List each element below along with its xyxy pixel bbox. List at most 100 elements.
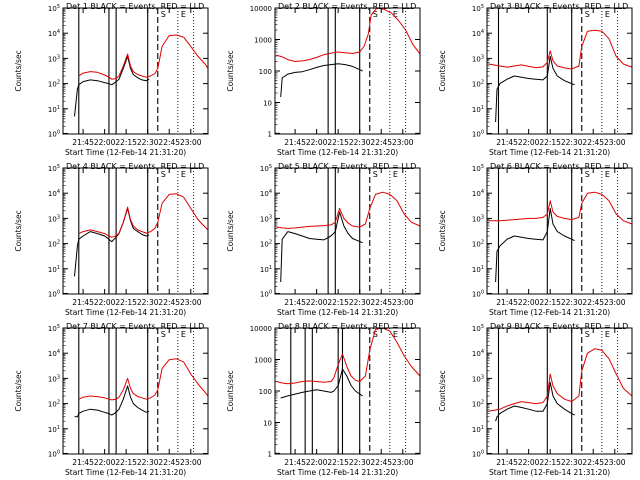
x-tick-label: 22:45	[158, 458, 180, 467]
panel-title: Det 5 BLACK = Events, RED = LLD	[278, 162, 416, 171]
x-tick-label: 23:00	[604, 458, 626, 467]
y-tick-label: 101	[472, 105, 484, 114]
x-tick-label: 23:00	[392, 458, 414, 467]
top-mark-label: E	[393, 10, 398, 19]
plot-frame	[62, 7, 209, 135]
y-tick-label: 100	[48, 449, 60, 458]
x-tick-label: 22:00	[94, 298, 116, 307]
x-tick-label: 21:45	[72, 138, 94, 147]
x-axis-label: Start Time (12-Feb-14 21:31:20)	[489, 148, 610, 157]
y-tick-label: 104	[472, 349, 484, 358]
y-tick-label: 102	[472, 400, 484, 409]
y-axis-label: Counts/sec	[226, 210, 235, 251]
series-line-lld	[488, 29, 633, 70]
y-tick-label: 102	[48, 400, 60, 409]
panel-title: Det 3 BLACK = Events, RED = LLD	[490, 2, 628, 11]
x-tick-label: 22:45	[582, 298, 604, 307]
x-tick-label: 22:45	[582, 138, 604, 147]
top-mark-label: S	[161, 330, 166, 339]
y-tick-label: 104	[472, 189, 484, 198]
x-tick-label: 22:00	[518, 298, 540, 307]
top-mark-label: S	[161, 10, 166, 19]
x-tick-label: 22:30	[137, 138, 159, 147]
series-line-events	[495, 55, 575, 123]
x-tick-label: 23:00	[604, 298, 626, 307]
x-tick-label: 22:15	[539, 138, 561, 147]
x-tick-label: 21:45	[284, 458, 306, 467]
y-tick-label: 10	[263, 420, 272, 428]
x-tick-label: 22:30	[137, 298, 159, 307]
x-tick-label: 22:30	[349, 298, 371, 307]
y-tick-label: 105	[48, 4, 60, 13]
x-tick-label: 22:30	[349, 138, 371, 147]
y-tick-label: 101	[48, 425, 60, 434]
top-mark-label: S	[373, 170, 378, 179]
plot-frame	[62, 167, 209, 295]
series-line-events	[495, 381, 575, 422]
panel-title: Det 6 BLACK = Events, RED = LLD	[490, 162, 628, 171]
y-tick-label: 104	[48, 29, 60, 38]
x-tick-label: 23:00	[180, 298, 202, 307]
y-tick-label: 101	[48, 105, 60, 114]
y-tick-label: 100	[472, 129, 484, 138]
series-line-lld	[78, 193, 209, 238]
x-tick-label: 22:30	[561, 298, 583, 307]
x-tick-label: 22:00	[306, 298, 328, 307]
x-tick-label: 22:15	[539, 458, 561, 467]
y-tick-label: 101	[260, 265, 272, 274]
y-axis-label: Counts/sec	[438, 370, 447, 411]
plot-frame	[62, 327, 209, 455]
x-tick-label: 23:00	[392, 138, 414, 147]
top-mark-label: E	[181, 10, 186, 19]
x-tick-label: 22:30	[349, 458, 371, 467]
y-tick-label: 100	[48, 129, 60, 138]
x-tick-label: 22:45	[370, 458, 392, 467]
top-mark-label: E	[393, 330, 398, 339]
top-mark-label: S	[585, 170, 590, 179]
x-tick-label: 21:45	[284, 298, 306, 307]
x-tick-label: 22:00	[518, 458, 540, 467]
y-tick-label: 102	[260, 240, 272, 249]
x-axis-label: Start Time (12-Feb-14 21:31:20)	[277, 148, 398, 157]
panel-title: Det 4 BLACK = Events, RED = LLD	[66, 162, 204, 171]
series-line-lld	[78, 358, 209, 401]
series-line-lld	[78, 34, 209, 80]
x-tick-label: 22:00	[94, 458, 116, 467]
plot-frame	[486, 7, 633, 135]
x-tick-label: 22:00	[306, 458, 328, 467]
series-line-lld	[276, 327, 421, 385]
x-tick-label: 22:15	[539, 298, 561, 307]
y-tick-label: 101	[472, 265, 484, 274]
plot-frame	[274, 167, 421, 295]
y-axis-label: Counts/sec	[438, 210, 447, 251]
y-axis-label: Counts/sec	[226, 370, 235, 411]
y-axis-label: Counts/sec	[226, 50, 235, 91]
series-line-events	[280, 211, 363, 283]
y-tick-label: 105	[472, 4, 484, 13]
x-tick-label: 23:00	[180, 138, 202, 147]
top-mark-label: E	[181, 170, 186, 179]
y-axis-label: Counts/sec	[14, 50, 23, 91]
series-line-events	[280, 368, 363, 399]
y-tick-label: 103	[48, 214, 60, 223]
y-tick-label: 103	[472, 54, 484, 63]
top-mark-label: E	[605, 330, 610, 339]
y-tick-label: 103	[472, 374, 484, 383]
x-tick-label: 22:15	[327, 298, 349, 307]
panel-det-5: S E 100 101 102 103 104 105 21:45 22:00 22:15 22:30…	[226, 162, 421, 317]
top-mark-label: S	[585, 330, 590, 339]
x-tick-label: 22:15	[115, 138, 137, 147]
y-tick-label: 101	[472, 425, 484, 434]
top-mark-label: S	[585, 10, 590, 19]
series-line-events	[495, 207, 575, 283]
top-mark-label: S	[161, 170, 166, 179]
plot-frame	[486, 167, 633, 295]
y-tick-label: 100	[472, 289, 484, 298]
y-axis-label: Counts/sec	[14, 210, 23, 251]
y-tick-label: 102	[48, 80, 60, 89]
x-tick-label: 22:45	[370, 298, 392, 307]
x-tick-label: 22:00	[94, 138, 116, 147]
x-tick-label: 22:15	[327, 458, 349, 467]
y-tick-label: 105	[472, 164, 484, 173]
x-tick-label: 22:45	[370, 138, 392, 147]
